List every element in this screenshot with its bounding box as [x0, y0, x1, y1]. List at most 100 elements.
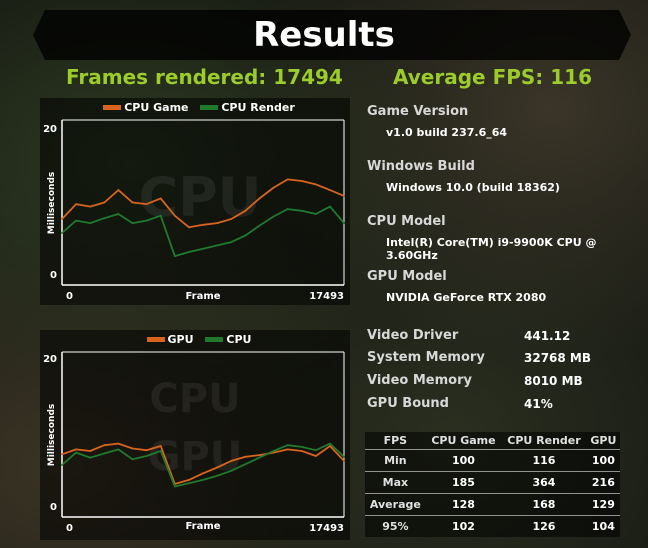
data-point [117, 442, 120, 445]
data-point [173, 255, 176, 257]
data-point [315, 213, 317, 215]
average-fps-headline: Average FPS: 116 [393, 65, 593, 89]
table-row-average: Average 128 168 129 [365, 493, 620, 516]
data-point [61, 232, 63, 234]
y-axis-label: Milliseconds [47, 172, 57, 234]
table-row-min: Min 100 116 100 [365, 449, 620, 472]
data-point [286, 448, 289, 451]
data-point [89, 222, 92, 224]
data-point [145, 455, 148, 457]
table-row-95-percentile: 95% 102 126 104 [365, 515, 620, 537]
cell-gpu: 100 [586, 449, 620, 472]
data-point [230, 460, 233, 462]
data-point [258, 197, 261, 200]
data-point [343, 222, 345, 224]
data-point [75, 203, 77, 205]
cell-cpu-game: 128 [425, 493, 502, 516]
cell-gpu: 216 [586, 471, 620, 494]
data-point [159, 445, 162, 447]
data-point [315, 449, 317, 452]
row-label: Min [365, 449, 426, 472]
video-driver-label: Video Driver [367, 328, 459, 343]
row-label: 95% [365, 515, 426, 537]
gpu-cpu-frame-time-chart: GPU CPU CPU GPU 20 0 0 17493 Frame Milli… [40, 330, 350, 540]
data-point [244, 463, 247, 466]
data-point [103, 201, 106, 204]
game-version-value: v1.0 build 237.6_64 [386, 126, 508, 139]
frames-rendered-headline: Frames rendered: 17494 [66, 65, 343, 89]
data-point [145, 449, 148, 452]
cell-cpu-render: 116 [501, 449, 587, 472]
y-tick-bottom: 0 [50, 502, 57, 513]
x-tick-end: 17493 [309, 523, 344, 534]
y-tick-top: 20 [43, 354, 57, 365]
gpu-bound-label: GPU Bound [367, 396, 449, 411]
chart-watermark: CPU [138, 166, 261, 229]
x-tick-end: 17493 [309, 291, 344, 302]
system-memory-value: 32768 MB [524, 351, 592, 365]
cell-cpu-render: 364 [501, 471, 587, 494]
data-point [159, 450, 162, 452]
data-point [131, 447, 134, 450]
data-point [329, 189, 331, 191]
data-point [89, 456, 92, 459]
data-point [286, 178, 289, 181]
cpu-model-label: CPU Model [367, 214, 446, 229]
data-point [286, 208, 289, 210]
data-point [159, 197, 162, 200]
chart-watermark-cpu: CPU [149, 376, 240, 422]
game-version-label: Game Version [367, 104, 469, 119]
data-point [216, 466, 219, 469]
data-point [202, 472, 205, 475]
cell-cpu-render: 126 [501, 515, 587, 537]
data-point [329, 205, 331, 208]
data-point [131, 222, 134, 224]
legend-swatch-cpu-game [103, 104, 122, 110]
video-memory-label: Video Memory [367, 373, 472, 388]
table-row-max: Max 185 364 216 [365, 471, 620, 494]
data-point [258, 224, 261, 227]
data-point [103, 452, 106, 455]
data-point [300, 209, 303, 212]
data-point [230, 218, 233, 220]
data-point [230, 241, 233, 244]
data-point [202, 479, 205, 481]
legend-label-cpu: CPU [226, 333, 252, 346]
data-point [216, 474, 219, 477]
data-point [244, 234, 247, 237]
table-header-row: FPS CPU Game CPU Render GPU [365, 432, 620, 450]
data-point [145, 219, 148, 222]
data-point [272, 215, 275, 218]
data-point [61, 218, 63, 220]
x-tick-start: 0 [66, 291, 73, 302]
data-point [300, 450, 303, 452]
x-axis-label: Frame [185, 521, 220, 532]
data-point [117, 189, 120, 191]
y-tick-top: 20 [43, 124, 57, 135]
cell-cpu-game: 102 [425, 515, 502, 537]
legend-label-gpu: GPU [167, 333, 194, 346]
data-point [188, 479, 190, 481]
cell-cpu-render: 168 [501, 493, 587, 516]
data-point [272, 450, 275, 452]
row-label: Average [365, 493, 426, 516]
page-title: Results [253, 15, 395, 55]
data-point [202, 223, 205, 226]
column-header-fps: FPS [383, 434, 408, 447]
chart-watermark-gpu: GPU [148, 434, 243, 480]
data-point [329, 445, 331, 447]
data-point [343, 455, 345, 458]
data-point [75, 219, 77, 222]
data-point [117, 448, 120, 451]
data-point [89, 450, 92, 452]
gpu-model-value: NVIDIA GeForce RTX 2080 [386, 291, 547, 304]
legend-swatch-cpu [205, 336, 224, 342]
legend-label-cpu-game: CPU Game [124, 101, 189, 114]
data-point [131, 458, 134, 461]
data-point [188, 482, 190, 485]
data-point [145, 203, 148, 205]
data-point [244, 455, 247, 458]
data-point [329, 442, 331, 445]
chart-legend: CPU Game CPU Render [40, 101, 350, 114]
y-tick-bottom: 0 [50, 270, 57, 281]
